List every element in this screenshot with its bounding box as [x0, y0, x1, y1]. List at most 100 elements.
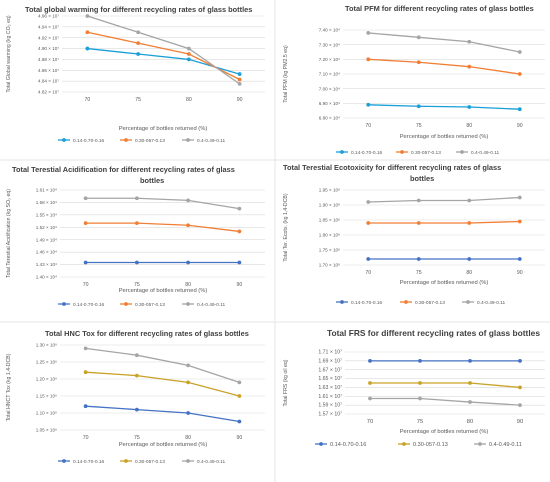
- y-tick-label: 1.63 × 10⁷: [318, 385, 342, 391]
- y-tick-label: 1.30 × 10⁹: [36, 343, 57, 348]
- y-tick-label: 4.96 × 10⁷: [38, 14, 59, 19]
- legend-label: 0.30-057-0.13: [135, 302, 165, 308]
- data-point: [238, 78, 242, 82]
- chart-title-line2: bottles: [410, 174, 434, 183]
- x-tick-label: 70: [365, 123, 371, 129]
- series-line: [86, 348, 240, 382]
- y-tick-label: 1.80 × 10⁸: [319, 233, 340, 238]
- legend-marker: [404, 300, 408, 304]
- x-tick-label: 90: [517, 123, 523, 129]
- legend-label: 0.4-0.49-0.11: [471, 150, 500, 156]
- data-point: [418, 397, 422, 401]
- y-tick-label: 4.82 × 10⁷: [38, 90, 59, 95]
- data-point: [368, 397, 372, 401]
- data-point: [417, 221, 421, 225]
- y-tick-label: 1.75 × 10⁸: [319, 248, 340, 253]
- legend-label: 0.4-0.49-0.11: [197, 138, 226, 144]
- x-tick-label: 70: [84, 97, 90, 103]
- data-point: [84, 221, 88, 225]
- data-point: [468, 381, 472, 385]
- legend-marker: [62, 302, 66, 306]
- x-axis-label: Percentage of bottles returned (%): [119, 442, 208, 448]
- series-line: [368, 105, 520, 109]
- y-tick-label: 4.90 × 10⁷: [38, 46, 59, 51]
- y-tick-label: 1.10 × 10⁹: [36, 411, 57, 416]
- legend-label: 0.14-0.70-0.16: [73, 302, 105, 308]
- y-tick-label: 1.65 × 10⁷: [318, 376, 342, 382]
- data-point: [368, 381, 372, 385]
- y-tick-label: 1.90 × 10⁸: [319, 203, 340, 208]
- y-tick-label: 7.20 × 10⁴: [319, 57, 340, 62]
- y-tick-label: 4.88 × 10⁷: [38, 57, 59, 62]
- x-tick-label: 90: [517, 419, 523, 425]
- y-tick-label: 1.43 × 10⁴: [36, 262, 57, 267]
- data-point: [417, 35, 421, 39]
- data-point: [237, 230, 241, 234]
- data-point: [238, 72, 242, 76]
- y-tick-label: 1.59 × 10⁷: [318, 403, 342, 409]
- y-axis-label: Total FRS (kg oil eq): [283, 359, 289, 406]
- data-point: [366, 31, 370, 35]
- data-point: [186, 223, 190, 227]
- legend-marker: [340, 300, 344, 304]
- legend-marker: [124, 459, 128, 463]
- data-point: [518, 359, 522, 363]
- legend-marker: [466, 300, 470, 304]
- data-point: [187, 47, 191, 51]
- data-point: [85, 47, 89, 51]
- data-point: [237, 261, 241, 265]
- x-tick-label: 80: [467, 419, 473, 425]
- legend-marker: [460, 150, 464, 154]
- y-tick-label: 1.70 × 10⁸: [319, 263, 340, 268]
- legend-label: 0.4-0.49-0.11: [489, 442, 522, 448]
- data-point: [237, 420, 241, 424]
- data-point: [85, 30, 89, 34]
- chart-title-line2: bottles: [140, 176, 164, 185]
- data-point: [135, 408, 139, 412]
- data-point: [518, 107, 522, 111]
- y-tick-label: 4.84 × 10⁷: [38, 79, 59, 84]
- data-point: [467, 199, 471, 203]
- data-point: [135, 374, 139, 378]
- y-tick-label: 1.05 × 10⁹: [36, 428, 57, 433]
- data-point: [186, 411, 190, 415]
- chart-panel-4: Total Terestial Ecotoxicity for differen…: [283, 163, 545, 306]
- y-tick-label: 1.40 × 10⁴: [36, 275, 57, 280]
- data-point: [237, 207, 241, 211]
- legend-label: 0.4-0.49-0.11: [197, 302, 226, 308]
- series-line: [368, 222, 520, 224]
- series-line: [368, 59, 520, 74]
- legend-label: 0.4-0.49-0.11: [197, 459, 226, 465]
- y-tick-label: 4.86 × 10⁷: [38, 68, 59, 73]
- chart-panel-2: Total PFM for different recycling rates …: [283, 4, 545, 156]
- y-tick-label: 1.85 × 10⁸: [319, 218, 340, 223]
- legend-label: 0.30-057-0.13: [135, 459, 165, 465]
- x-tick-label: 80: [466, 270, 472, 276]
- y-tick-label: 7.00 × 10⁴: [319, 86, 340, 91]
- series-line: [87, 16, 239, 84]
- data-point: [136, 41, 140, 45]
- y-tick-label: 7.10 × 10⁴: [319, 72, 340, 77]
- chart-title: Total FRS for different recycling rates …: [327, 328, 540, 338]
- data-point: [84, 370, 88, 374]
- y-axis-label: Total Terestial Acidification (kg SO₂ eq…: [6, 189, 12, 278]
- legend-label: 0.30-057-0.13: [411, 150, 441, 156]
- data-point: [518, 50, 522, 54]
- y-axis-label: Total Global warming (kg CO₂ eq): [6, 15, 12, 93]
- legend-label: 0.14-0.70-0.16: [73, 138, 105, 144]
- data-point: [467, 65, 471, 69]
- legend-marker: [186, 302, 190, 306]
- data-point: [135, 353, 139, 357]
- y-tick-label: 1.49 × 10⁴: [36, 237, 57, 242]
- y-axis-label: Total PFM (kg PM2.5 eq): [283, 45, 289, 103]
- data-point: [85, 14, 89, 18]
- x-tick-label: 75: [416, 270, 422, 276]
- x-tick-label: 75: [416, 123, 422, 129]
- data-point: [237, 394, 241, 398]
- y-tick-label: 1.57 × 10⁷: [318, 412, 342, 418]
- data-point: [366, 57, 370, 61]
- data-point: [467, 221, 471, 225]
- legend-label: 0.30-057-0.13: [413, 442, 448, 448]
- legend-label: 0.14-0.70-0.16: [73, 459, 105, 465]
